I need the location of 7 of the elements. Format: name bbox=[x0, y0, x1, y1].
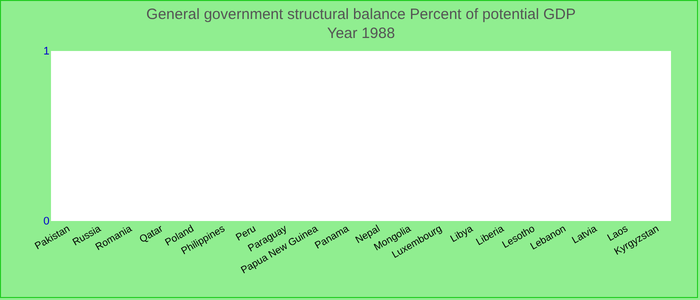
chart-title: General government structural balance Percent of potential GDP bbox=[146, 6, 576, 23]
x-tick-label: Latvia bbox=[570, 223, 600, 246]
y-tick-label: 1 bbox=[43, 46, 50, 58]
y-tick-label: 0 bbox=[43, 216, 50, 228]
x-tick-label: Qatar bbox=[138, 223, 166, 246]
x-tick-label: Libya bbox=[448, 223, 476, 245]
chart-subtitle: Year 1988 bbox=[327, 25, 395, 42]
